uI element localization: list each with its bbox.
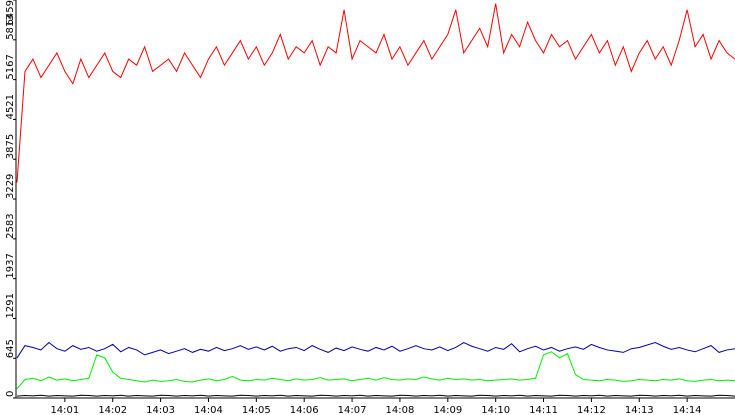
y-tick-label: 2583 (5, 213, 16, 238)
y-tick-label: 5167 (5, 54, 16, 79)
y-tick-label: 3229 (5, 174, 16, 199)
x-tick-label: 14:13 (625, 405, 654, 415)
x-tick-label: 14:10 (481, 405, 510, 415)
x-tick-label: 14:04 (194, 405, 223, 415)
x-tick-label: 14:09 (433, 405, 462, 415)
y-tick-label: 3875 (5, 134, 16, 159)
series-line (16, 341, 735, 359)
y-tick-label: 645 (5, 339, 16, 358)
series-line (16, 394, 735, 397)
y-tick-label: 0 (5, 391, 16, 397)
y-tick-label: 6459 (5, 0, 16, 25)
x-tick-label: 14:11 (529, 405, 558, 415)
x-tick-label: 14:03 (146, 405, 175, 415)
x-tick-label: 14:02 (98, 405, 127, 415)
series-line (16, 351, 735, 390)
y-tick-label: 1937 (5, 253, 16, 278)
x-tick-label: 14:12 (577, 405, 606, 415)
x-tick-label: 14:06 (290, 405, 319, 415)
x-tick-label: 14:01 (50, 405, 79, 415)
y-tick-label: 4521 (5, 94, 16, 119)
x-tick-label: 14:07 (338, 405, 367, 415)
x-tick-label: 14:05 (242, 405, 271, 415)
series-line (16, 3, 735, 183)
x-tick-label: 14:08 (386, 405, 415, 415)
x-tick-label: 14:14 (673, 405, 702, 415)
y-tick-label: 5813 (5, 14, 16, 39)
y-tick-label: 1291 (5, 293, 16, 318)
